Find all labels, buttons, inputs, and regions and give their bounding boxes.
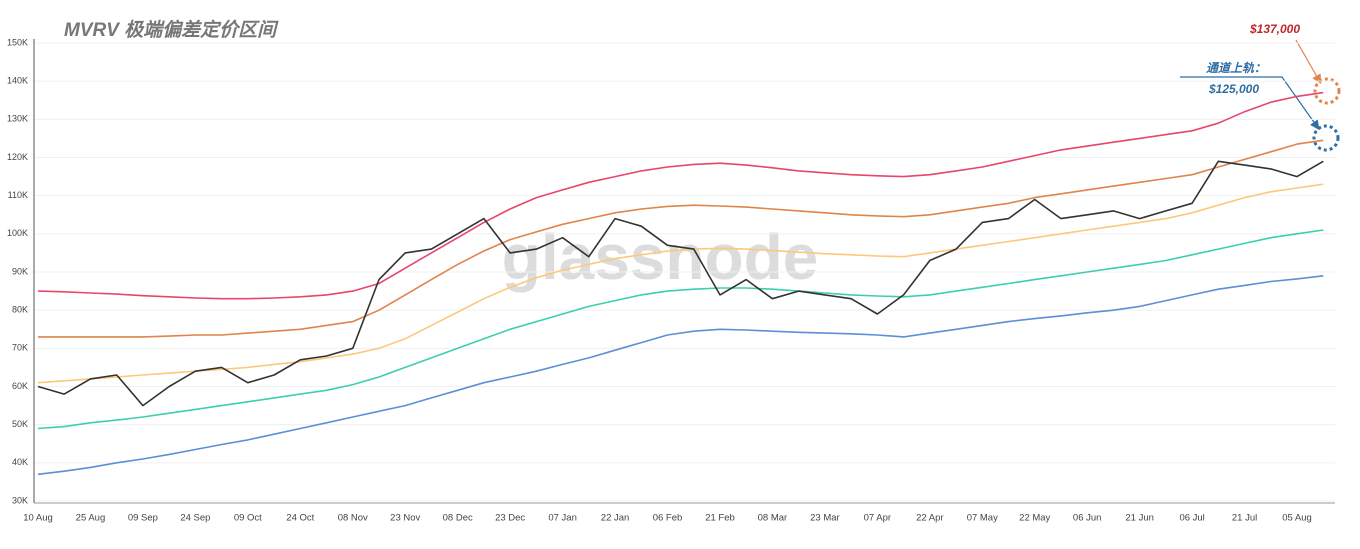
series-line <box>37 275 1324 476</box>
x-tick-label: 07 Apr <box>864 513 891 524</box>
series-line <box>37 229 1324 430</box>
annotation: $137,000 <box>1249 22 1300 36</box>
x-tick-label: 05 Aug <box>1282 513 1312 524</box>
series-line <box>37 91 1324 300</box>
y-tick-label: 70K <box>12 343 28 353</box>
x-tick-label: 06 Jun <box>1073 513 1102 524</box>
y-tick-label: 40K <box>12 457 28 467</box>
x-tick-label: 08 Dec <box>443 513 473 524</box>
x-tick-label: 09 Oct <box>234 513 262 524</box>
y-tick-label: 130K <box>7 114 28 124</box>
y-tick-label: 50K <box>12 419 28 429</box>
y-tick-label: 60K <box>12 381 28 391</box>
x-tick-label: 21 Jun <box>1125 513 1154 524</box>
x-tick-label: 21 Jul <box>1232 513 1257 524</box>
x-tick-label: 07 Jan <box>548 513 577 524</box>
x-tick-label: 08 Nov <box>338 513 368 524</box>
watermark: glassnode <box>502 221 819 293</box>
y-tick-label: 150K <box>7 37 28 47</box>
series-line <box>37 183 1324 384</box>
annotation: $125,000 <box>1208 82 1259 96</box>
x-tick-label: 10 Aug <box>23 513 53 524</box>
x-tick-label: 23 Mar <box>810 513 840 524</box>
y-tick-label: 80K <box>12 305 28 315</box>
x-tick-label: 07 May <box>967 513 998 524</box>
annotation: 通道上轨： <box>1206 61 1266 75</box>
x-tick-label: 25 Aug <box>76 513 106 524</box>
x-tick-label: 24 Sep <box>180 513 210 524</box>
x-tick-label: 22 May <box>1019 513 1050 524</box>
x-tick-label: 06 Feb <box>653 513 683 524</box>
x-tick-label: 23 Dec <box>495 513 525 524</box>
x-tick-label: 08 Mar <box>758 513 788 524</box>
y-tick-label: 140K <box>7 76 28 86</box>
y-tick-label: 90K <box>12 266 28 276</box>
x-tick-label: 22 Apr <box>916 513 943 524</box>
x-tick-label: 24 Oct <box>286 513 314 524</box>
y-tick-label: 120K <box>7 152 28 162</box>
x-tick-label: 22 Jan <box>601 513 630 524</box>
series-line <box>38 139 1324 338</box>
y-tick-label: 100K <box>7 228 28 238</box>
y-tick-label: 30K <box>12 495 28 505</box>
y-tick-label: 110K <box>8 190 28 200</box>
series-line <box>37 160 1324 407</box>
x-tick-label: 06 Jul <box>1179 513 1204 524</box>
x-tick-label: 09 Sep <box>128 513 158 524</box>
x-tick-label: 23 Nov <box>390 513 420 524</box>
chart-title: MVRV 极端偏差定价区间 <box>64 19 279 41</box>
annotation-shapes <box>1180 39 1341 152</box>
x-tick-label: 21 Feb <box>705 513 735 524</box>
